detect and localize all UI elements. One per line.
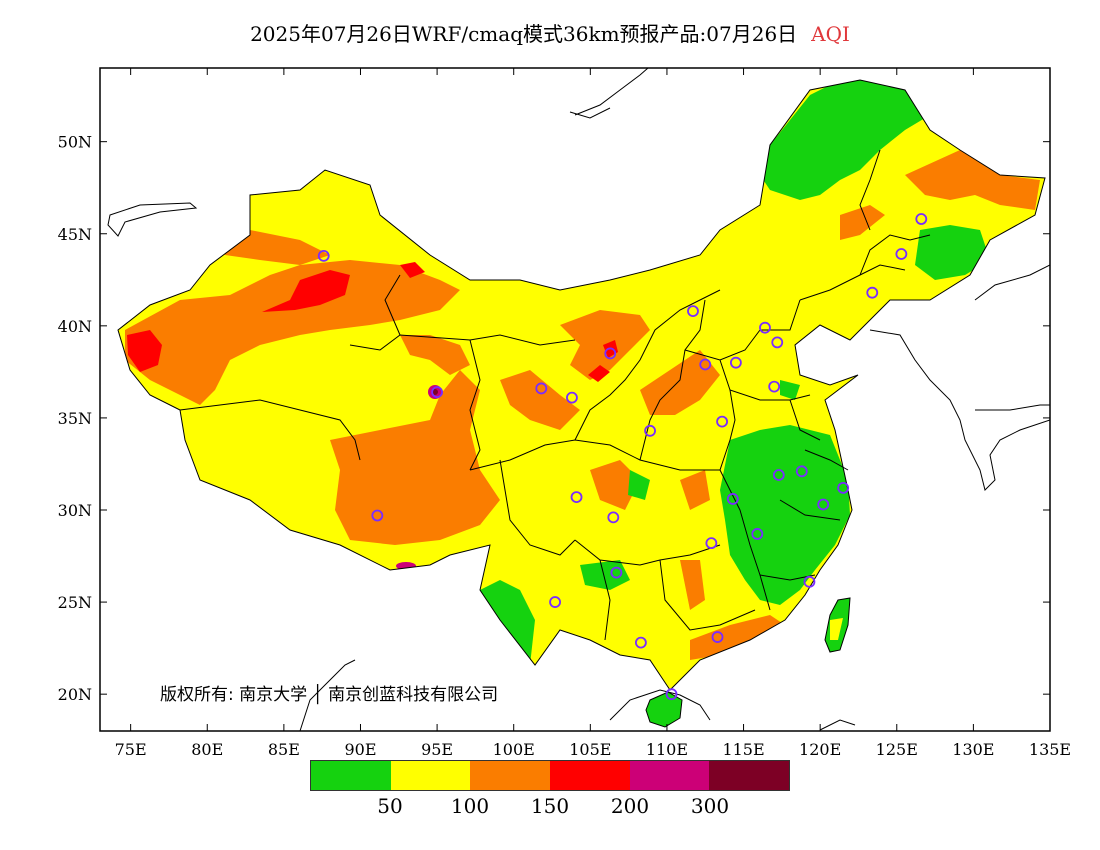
legend-swatch-magenta bbox=[629, 761, 710, 790]
station-marker bbox=[699, 358, 712, 371]
lat-label: 25N bbox=[58, 593, 92, 612]
legend-swatch-maroon bbox=[709, 761, 790, 790]
station-marker bbox=[895, 248, 908, 260]
station-marker bbox=[705, 537, 718, 550]
legend-swatch-green bbox=[311, 761, 391, 790]
station-marker bbox=[607, 511, 620, 524]
legend-label: 200 bbox=[610, 794, 650, 818]
station-marker bbox=[549, 596, 561, 608]
station-marker bbox=[729, 356, 742, 369]
lon-label: 125E bbox=[876, 740, 918, 759]
station-marker bbox=[803, 575, 816, 588]
station-marker bbox=[604, 347, 617, 360]
lon-label: 110E bbox=[646, 740, 688, 759]
station-marker bbox=[759, 321, 771, 334]
lon-label: 130E bbox=[952, 740, 994, 759]
station-marker bbox=[371, 509, 384, 522]
station-marker bbox=[644, 424, 656, 437]
station-marker bbox=[634, 636, 647, 649]
station-marker bbox=[610, 566, 623, 579]
legend-label: 50 bbox=[377, 794, 403, 818]
legend-label: 300 bbox=[690, 794, 730, 818]
station-marker bbox=[716, 415, 728, 428]
station-marker bbox=[771, 336, 784, 349]
province-boundaries bbox=[117, 79, 1046, 691]
station-marker bbox=[915, 213, 928, 225]
station-marker bbox=[817, 498, 830, 511]
legend-label: 100 bbox=[450, 794, 490, 818]
station-marker bbox=[535, 382, 548, 395]
copyright-text: 版权所有: 南京大学 │ 南京创蓝科技有限公司 bbox=[160, 685, 499, 705]
latitude-labels: 50N 45N 40N 35N 30N 25N 20N bbox=[58, 133, 92, 705]
station-marker bbox=[431, 386, 443, 399]
lon-label: 120E bbox=[799, 740, 841, 759]
station-marker bbox=[772, 469, 785, 481]
islands bbox=[645, 597, 851, 728]
lon-label: 85E bbox=[268, 740, 300, 759]
lat-label: 20N bbox=[58, 685, 92, 704]
legend-swatch-red bbox=[550, 761, 630, 790]
lon-label: 115E bbox=[722, 740, 764, 759]
title-main: 2025年07月26日WRF/cmaq模式36km预报产品:07月26日 bbox=[250, 22, 798, 46]
aqi-legend-colorbar bbox=[310, 760, 790, 791]
station-marker bbox=[570, 491, 583, 504]
title-variable: AQI bbox=[811, 22, 850, 46]
lon-label: 80E bbox=[191, 740, 223, 759]
lat-label: 50N bbox=[58, 133, 92, 152]
station-marker bbox=[866, 286, 879, 299]
lat-label: 40N bbox=[58, 317, 92, 336]
axis-ticks bbox=[100, 68, 1051, 731]
map-frame bbox=[99, 67, 1051, 732]
station-marker bbox=[711, 631, 724, 643]
lon-label: 75E bbox=[115, 740, 147, 759]
station-marker bbox=[726, 493, 739, 505]
aqi-field bbox=[118, 80, 1045, 690]
station-marker bbox=[665, 688, 678, 701]
longitude-labels: 75E 80E 85E 90E 95E 100E 105E 110E 115E 120E 125E 1… bbox=[115, 740, 1071, 759]
station-marker bbox=[795, 465, 808, 478]
station-marker bbox=[317, 249, 330, 262]
neighbor-coastlines bbox=[107, 68, 1050, 731]
lon-label: 105E bbox=[569, 740, 611, 759]
legend-swatch-yellow bbox=[390, 761, 471, 790]
station-marker bbox=[837, 481, 850, 494]
lon-label: 135E bbox=[1029, 740, 1071, 759]
monitoring-stations bbox=[317, 213, 928, 701]
lat-label: 35N bbox=[58, 409, 92, 428]
lon-label: 100E bbox=[493, 740, 535, 759]
station-marker bbox=[687, 305, 699, 318]
station-marker bbox=[751, 528, 764, 540]
aqi-zone-good-moderate bbox=[118, 80, 1045, 690]
station-marker bbox=[566, 391, 578, 404]
legend-swatch-orange bbox=[470, 761, 551, 790]
map-title: 2025年07月26日WRF/cmaq模式36km预报产品:07月26日 AQI bbox=[0, 18, 1100, 47]
lat-label: 45N bbox=[58, 225, 92, 244]
legend-label: 150 bbox=[530, 794, 570, 818]
lon-label: 95E bbox=[421, 740, 453, 759]
station-marker bbox=[768, 380, 781, 393]
lat-label: 30N bbox=[58, 501, 92, 520]
lon-label: 90E bbox=[344, 740, 376, 759]
